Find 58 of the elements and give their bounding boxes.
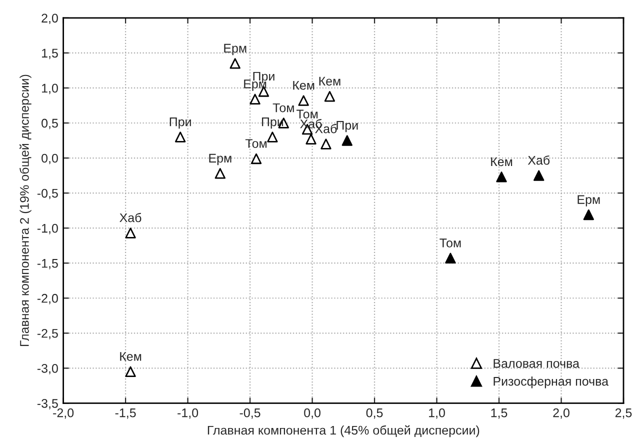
y-tick-label: -3,0 <box>37 364 58 374</box>
annotation: Кем <box>319 76 340 86</box>
y-tick-label: -2,0 <box>37 294 58 304</box>
point <box>125 366 136 378</box>
y-tick-label: -3,5 <box>37 399 58 410</box>
point <box>306 134 316 144</box>
x-tick-label: 1,0 <box>429 408 445 419</box>
annotation: Кем <box>293 81 314 90</box>
annotation: Том <box>440 238 461 248</box>
legend-label: Валовая почва <box>494 359 580 368</box>
annotation: Ерм <box>209 154 232 166</box>
point <box>324 91 336 102</box>
y-tick-label: 1,5 <box>42 48 58 60</box>
annotation: Ерм <box>578 195 600 206</box>
y-axis-title: Главная компонента 2 (19% общей дисперсии) <box>19 74 32 346</box>
y-tick-label: -0,5 <box>37 188 58 200</box>
x-axis-title: Главная компонента 1 (45% общей дисперсии) <box>208 425 480 438</box>
annotation: При <box>170 117 191 129</box>
point <box>230 58 240 69</box>
y-tick-label: 1,0 <box>42 84 58 94</box>
point <box>250 153 262 164</box>
annotation: Кем <box>491 157 512 166</box>
x-tick-label: 1,5 <box>491 408 508 419</box>
point <box>496 172 507 182</box>
annotation: Кем <box>120 352 142 361</box>
x-tick-label: 0,0 <box>304 408 320 419</box>
x-tick-label: -0,5 <box>240 408 260 419</box>
point <box>298 95 309 106</box>
y-tick-label: -1,5 <box>37 259 58 270</box>
y-tick-label: 0,5 <box>42 118 58 130</box>
x-tick-label: -2,0 <box>53 408 74 419</box>
legend-label: Ризосферная почва <box>494 376 609 388</box>
annotation: Ерм <box>224 44 246 56</box>
annotation: Том <box>245 139 267 148</box>
x-tick-label: -1,5 <box>115 408 136 419</box>
point <box>320 138 332 150</box>
x-tick-label: 2,5 <box>615 408 632 419</box>
y-tick-label: 0,0 <box>42 154 58 164</box>
x-tick-label: 2,0 <box>553 408 570 419</box>
y-tick-label: -2,5 <box>37 328 58 340</box>
annotation: Том <box>296 110 318 118</box>
x-tick-label: 0,5 <box>366 408 383 419</box>
point <box>125 228 136 238</box>
point <box>174 132 186 142</box>
point <box>445 252 456 264</box>
annotation: Том <box>272 103 294 112</box>
x-tick-label: -1,0 <box>178 408 198 419</box>
point <box>250 94 260 105</box>
point <box>534 170 544 181</box>
annotation: Хаб <box>528 155 550 165</box>
annotation: При <box>336 120 358 132</box>
point <box>342 135 352 146</box>
y-tick-label: -1,0 <box>37 224 58 234</box>
point <box>214 168 226 179</box>
point <box>267 132 278 142</box>
y-tick-label: 2,0 <box>42 14 58 24</box>
point <box>583 209 594 220</box>
annotation: Хаб <box>120 212 142 222</box>
